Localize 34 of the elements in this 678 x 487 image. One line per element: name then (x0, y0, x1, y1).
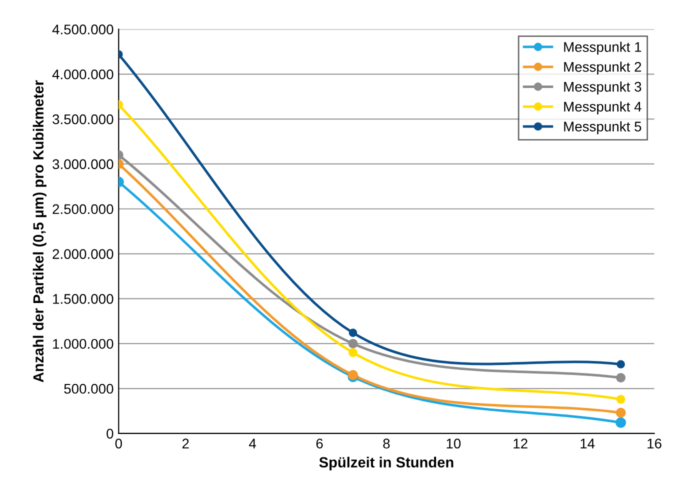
x-tick-label: 16 (648, 438, 662, 448)
x-tick-label: 8 (383, 438, 390, 448)
legend-label: Messpunkt 1 (564, 42, 642, 55)
point (616, 360, 625, 368)
point (348, 338, 358, 348)
legend-label: Messpunkt 2 (564, 62, 642, 75)
point (616, 373, 626, 382)
legend-label: Messpunkt 3 (564, 82, 642, 94)
point (348, 348, 358, 358)
x-axis-title: Spülzeit in Stunden (319, 456, 454, 470)
x-tick-label: 0 (115, 438, 122, 448)
y-tick-label: 3.000.000 (52, 159, 114, 170)
x-tick-label: 10 (446, 438, 461, 448)
x-tick-label: 4 (249, 438, 256, 448)
y-tick-label: 3.500.000 (52, 114, 114, 124)
x-tick-label: 2 (182, 438, 189, 448)
y-tick-label: 4.000.000 (52, 69, 114, 80)
x-tick-label: 14 (580, 438, 595, 448)
y-tick-label: 1.500.000 (53, 294, 114, 304)
x-tick-label: 12 (514, 438, 528, 448)
legend-label: Messpunkt 4 (564, 101, 642, 114)
point (616, 417, 626, 428)
legend-label: Messpunkt 5 (564, 121, 642, 134)
y-tick-label: 0 (106, 428, 114, 439)
y-tick-label: 4.500.000 (52, 24, 114, 34)
point (616, 408, 626, 418)
y-tick-label: 2.500.000 (52, 204, 114, 214)
y-tick-label: 500.000 (64, 384, 114, 394)
y-tick-label: 2.000.000 (52, 249, 114, 259)
point (348, 328, 358, 337)
y-axis-title: Anzahl der Partikel (0,5 µm) pro Kubikmeter (32, 80, 46, 382)
y-tick-label: 1.000.000 (53, 338, 114, 349)
point (616, 394, 626, 404)
x-tick-label: 6 (316, 438, 323, 448)
